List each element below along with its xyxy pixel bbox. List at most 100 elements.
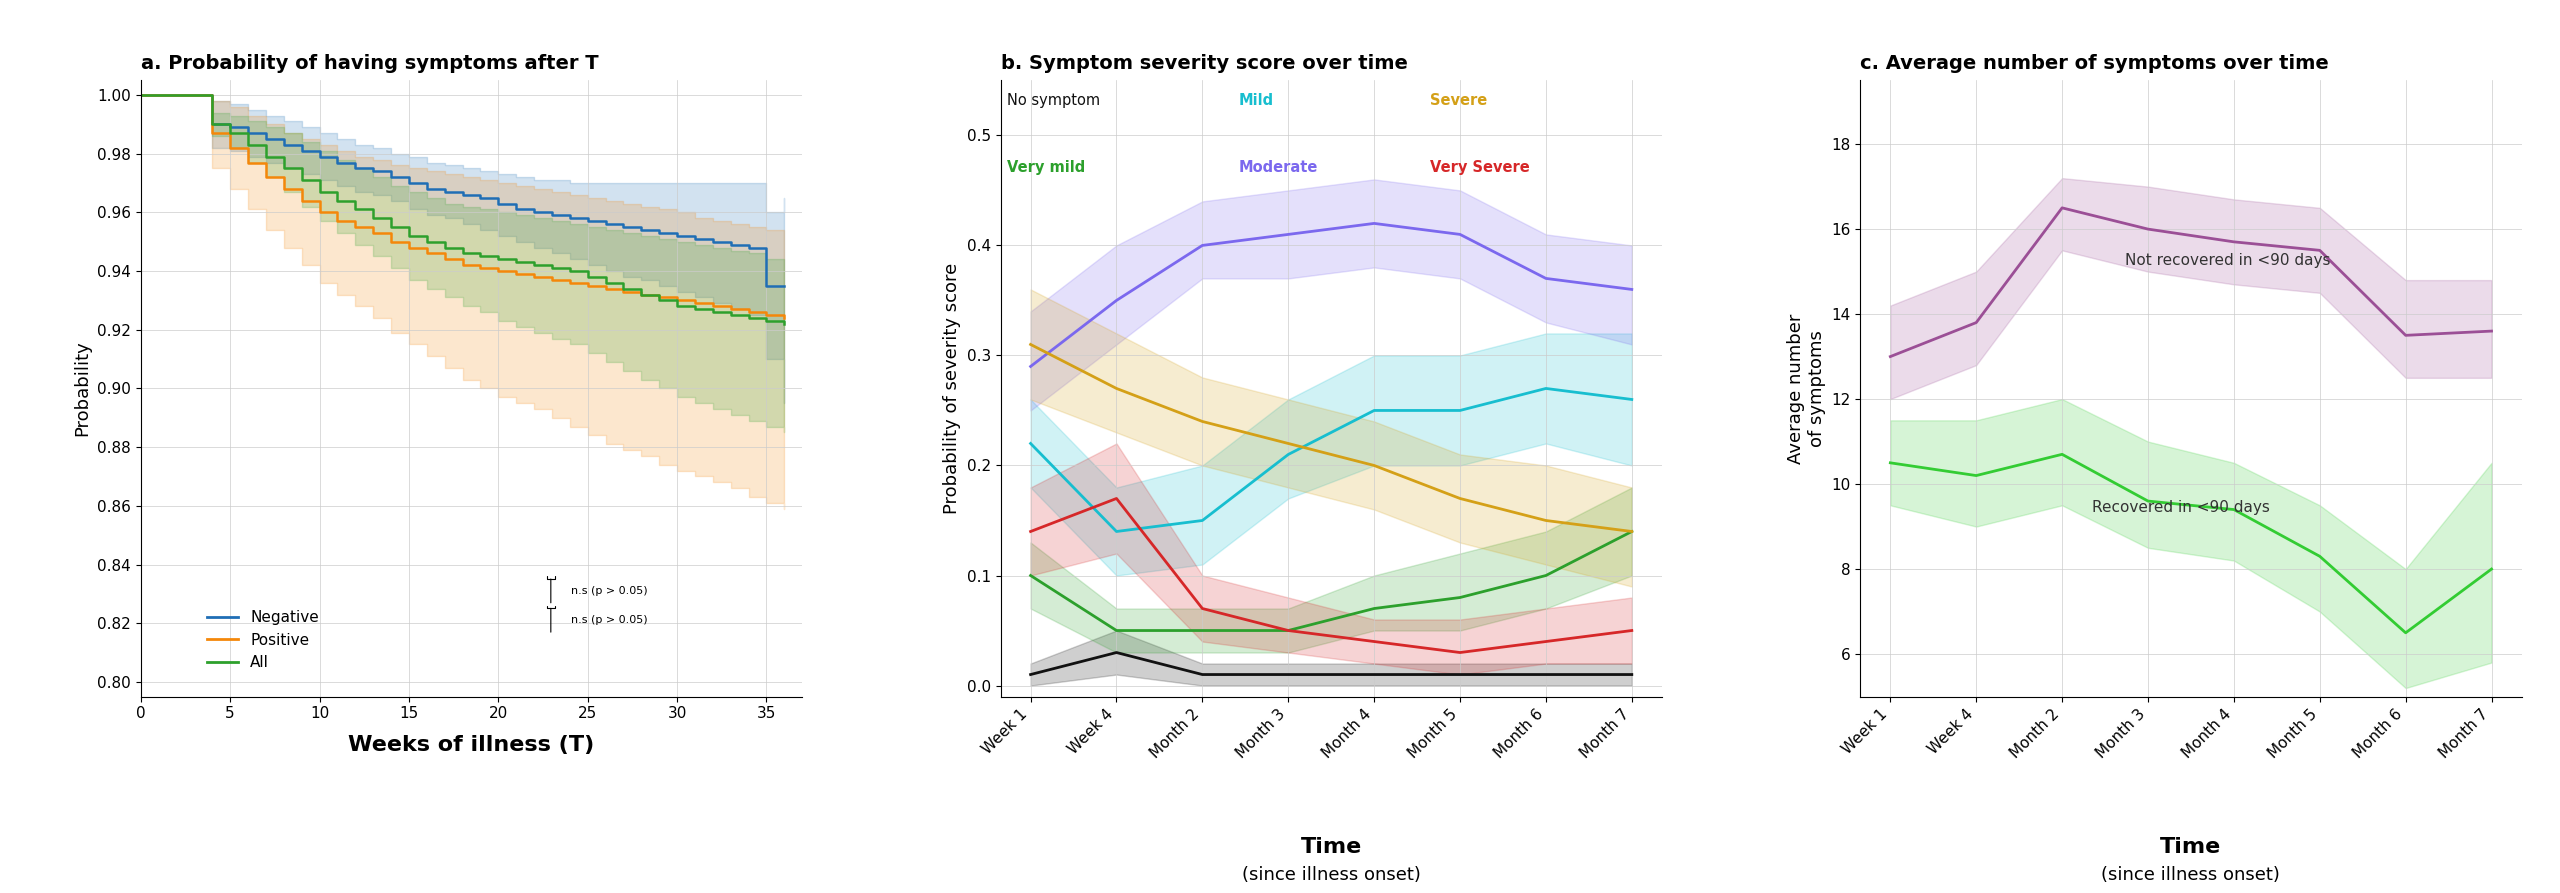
- Negative: [412, 184, 443, 195]
- Negative: [394, 178, 425, 188]
- All: [714, 310, 745, 321]
- Negative: [660, 230, 691, 241]
- All: [251, 151, 282, 162]
- All: [233, 139, 264, 150]
- Positive: [233, 157, 264, 168]
- Text: No symptom: No symptom: [1006, 93, 1101, 108]
- Negative: [732, 242, 763, 253]
- Positive: [287, 196, 317, 206]
- All: [376, 221, 407, 232]
- Positive: [466, 263, 497, 273]
- All: [750, 315, 781, 326]
- Negative: [197, 119, 228, 129]
- Positive: [643, 292, 673, 303]
- All: [305, 187, 335, 197]
- Negative: [125, 89, 156, 100]
- Negative: [305, 151, 335, 162]
- Positive: [625, 289, 655, 300]
- All: [125, 89, 156, 100]
- Y-axis label: Probability: Probability: [74, 340, 92, 437]
- All: [625, 289, 655, 300]
- Positive: [609, 287, 640, 297]
- All: [520, 260, 550, 271]
- Text: (since illness onset): (since illness onset): [2102, 866, 2281, 884]
- Positive: [696, 301, 727, 312]
- Text: n.s (p > 0.05): n.s (p > 0.05): [571, 586, 648, 596]
- All: [430, 242, 461, 253]
- Text: n.s (p > 0.05): n.s (p > 0.05): [571, 615, 648, 625]
- Negative: [376, 171, 407, 182]
- Text: b. Symptom severity score over time: b. Symptom severity score over time: [1001, 54, 1408, 73]
- All: [412, 237, 443, 247]
- Line: Negative: Negative: [141, 95, 783, 286]
- Line: Positive: Positive: [141, 95, 783, 318]
- Negative: [609, 221, 640, 232]
- All: [678, 304, 709, 314]
- Positive: [573, 280, 604, 291]
- Positive: [520, 271, 550, 282]
- Negative: [750, 280, 781, 291]
- Text: Severe: Severe: [1431, 93, 1487, 108]
- Text: Time: Time: [1300, 838, 1362, 857]
- Positive: [732, 307, 763, 318]
- Positive: [305, 207, 335, 218]
- Negative: [358, 166, 389, 177]
- Negative: [714, 239, 745, 250]
- Positive: [678, 298, 709, 309]
- Text: (since illness onset): (since illness onset): [1242, 866, 1421, 884]
- Text: Time: Time: [2161, 838, 2222, 857]
- All: [696, 307, 727, 318]
- All: [358, 213, 389, 223]
- Positive: [714, 304, 745, 314]
- Positive: [251, 171, 282, 182]
- Negative: [678, 233, 709, 244]
- All: [394, 230, 425, 241]
- Negative: [430, 187, 461, 197]
- All: [538, 263, 568, 273]
- Positive: [556, 278, 586, 288]
- Positive: [591, 283, 622, 294]
- Negative: [287, 146, 317, 156]
- All: [197, 119, 228, 129]
- Positive: [430, 254, 461, 264]
- All: [643, 295, 673, 305]
- All: [768, 319, 799, 330]
- Negative: [768, 280, 799, 291]
- Negative: [573, 216, 604, 227]
- All: [573, 271, 604, 282]
- X-axis label: Weeks of illness (T): Weeks of illness (T): [348, 735, 594, 755]
- Positive: [502, 269, 532, 280]
- Negative: [556, 213, 586, 223]
- All: [556, 266, 586, 277]
- All: [323, 196, 353, 206]
- Y-axis label: Average number
of symptoms: Average number of symptoms: [1787, 313, 1825, 463]
- Positive: [484, 266, 515, 277]
- Text: Very Severe: Very Severe: [1431, 161, 1531, 175]
- Negative: [502, 204, 532, 215]
- Text: Very mild: Very mild: [1006, 161, 1085, 175]
- Negative: [625, 225, 655, 236]
- Legend: Negative, Positive, All: Negative, Positive, All: [202, 604, 325, 677]
- All: [448, 248, 479, 259]
- Negative: [269, 139, 300, 150]
- Text: Moderate: Moderate: [1239, 161, 1318, 175]
- Negative: [484, 198, 515, 209]
- All: [591, 278, 622, 288]
- Positive: [448, 260, 479, 271]
- Positive: [215, 143, 246, 154]
- All: [609, 283, 640, 294]
- Negative: [251, 134, 282, 145]
- Positive: [538, 274, 568, 285]
- Text: a. Probability of having symptoms after T: a. Probability of having symptoms after …: [141, 54, 599, 73]
- All: [340, 204, 371, 215]
- Line: All: All: [141, 95, 783, 324]
- Positive: [125, 89, 156, 100]
- All: [287, 175, 317, 186]
- Text: Mild: Mild: [1239, 93, 1275, 108]
- All: [269, 163, 300, 174]
- Text: Recovered in <90 days: Recovered in <90 days: [2092, 500, 2271, 514]
- Negative: [538, 210, 568, 221]
- Positive: [376, 237, 407, 247]
- Negative: [340, 163, 371, 174]
- Negative: [591, 219, 622, 230]
